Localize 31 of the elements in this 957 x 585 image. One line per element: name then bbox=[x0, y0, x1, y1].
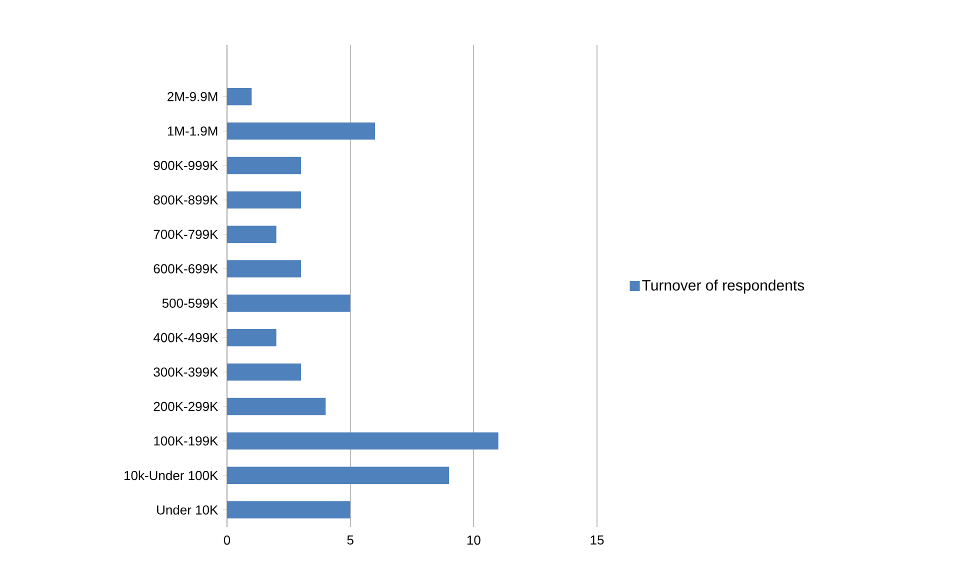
bar bbox=[227, 226, 276, 243]
bar bbox=[227, 363, 301, 381]
y-tick-label: 500-599K bbox=[162, 298, 218, 308]
y-tick-label: 1M-1.9M bbox=[168, 126, 218, 136]
y-tick-label: 300K-399K bbox=[154, 367, 218, 377]
legend-label: Turnover of respondents bbox=[642, 280, 804, 294]
bar bbox=[227, 122, 376, 140]
x-tick-label: 10 bbox=[467, 536, 480, 545]
x-tick-label: 0 bbox=[224, 536, 230, 545]
bar bbox=[227, 260, 301, 278]
bar bbox=[227, 501, 350, 518]
x-tick-label: 15 bbox=[590, 536, 604, 545]
y-tick-label: 600K-699K bbox=[154, 264, 218, 274]
bar bbox=[227, 156, 301, 174]
y-tick-label: 10k-Under 100K bbox=[124, 470, 218, 480]
y-tick-label: 100K-199K bbox=[154, 436, 218, 446]
bar bbox=[227, 398, 326, 416]
y-tick-label: 800K-899K bbox=[154, 195, 218, 205]
bar bbox=[227, 432, 498, 450]
bar bbox=[227, 88, 252, 106]
bar bbox=[227, 191, 301, 209]
y-tick-label: Under 10K bbox=[157, 505, 218, 515]
y-tick-label: 400K-499K bbox=[153, 333, 218, 342]
bar bbox=[227, 466, 450, 484]
bar bbox=[227, 329, 276, 346]
x-tick-label: 5 bbox=[347, 536, 354, 545]
y-tick-label: 700K-799K bbox=[154, 230, 218, 239]
bar bbox=[227, 294, 350, 312]
y-tick-label: 2M-9.9M bbox=[168, 92, 218, 102]
y-tick-label: 200K-299K bbox=[154, 402, 218, 412]
y-tick-label: 900K-999K bbox=[154, 160, 218, 170]
